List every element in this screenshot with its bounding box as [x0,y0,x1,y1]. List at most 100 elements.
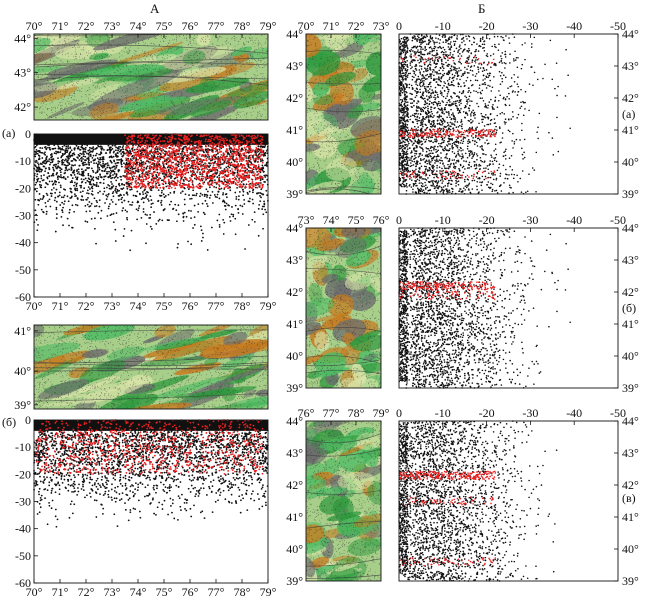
epicenter-dot [38,70,40,71]
epicenter-dot [137,396,139,398]
epicenter-dot [353,79,355,81]
epicenter-dot [117,388,119,390]
epicenter-dot [262,355,264,357]
epicenter-dot [44,374,45,376]
epicenter-dot [237,83,239,85]
epicenter-dot [187,400,188,401]
epicenter-dot [150,357,152,359]
epicenter-dot [216,369,218,371]
epicenter-dot [113,67,115,69]
epicenter-dot [252,327,254,328]
epicenter-dot [252,95,254,97]
epicenter-dot [72,99,74,101]
epicenter-dot [250,65,252,67]
epicenter-dot [168,47,170,49]
epicenter-dot [34,38,36,40]
epicenter-dot [323,107,325,109]
epicenter-dot [85,95,87,97]
epicenter-dot [247,373,249,375]
epicenter-dot [212,364,214,366]
epicenter-dot [205,79,207,81]
epicenter-dot [50,405,52,407]
epicenter-dot [378,161,379,163]
epicenter-dot [79,364,81,366]
epicenter-dot [57,57,59,59]
epicenter-dot [252,360,254,362]
epicenter-dot [337,95,339,97]
epicenter-dot [236,103,238,105]
epicenter-dot [108,351,110,353]
epicenter-dot [64,108,65,110]
epicenter-dot [194,385,196,387]
epicenter-dot [239,377,240,379]
epicenter-dot [200,351,202,352]
epicenter-dot [65,36,67,38]
epicenter-dot [35,81,37,83]
epicenter-dot [48,108,50,110]
epicenter-dot [218,343,220,345]
epicenter-dot [337,184,338,186]
epicenter-dot [197,346,199,347]
epicenter-dot [245,329,247,331]
epicenter-dot [149,373,151,375]
epicenter-dot [230,70,232,71]
epicenter-dot [261,115,263,117]
epicenter-dot [246,348,248,350]
epicenter-dot [105,99,107,101]
epicenter-dot [156,346,158,348]
epicenter-dot [174,334,176,336]
epicenter-dot [198,373,200,375]
epicenter-dot [81,386,83,388]
epicenter-dot [208,343,210,345]
epicenter-dot [230,330,231,332]
epicenter-dot [170,331,172,333]
epicenter-dot [164,326,166,328]
epicenter-dot [181,55,183,57]
epicenter-dot [352,112,353,114]
epicenter-dot [171,338,173,340]
epicenter-dot [167,340,169,342]
epicenter-dot [50,353,52,355]
epicenter-dot [158,71,160,73]
epicenter-dot [107,89,109,91]
epicenter-dot [107,367,109,369]
epicenter-dot [207,382,209,384]
epicenter-dot [79,90,81,92]
epicenter-dot [44,118,46,120]
epicenter-dot [146,67,148,69]
epicenter-dot [92,354,94,356]
epicenter-dot [95,345,97,347]
epicenter-dot [76,326,77,328]
epicenter-dot [203,85,205,87]
epicenter-dot [112,107,114,109]
epicenter-dot [55,88,57,90]
epicenter-dot [247,384,249,386]
epicenter-dot [108,405,110,407]
epicenter-dot [179,362,181,364]
epicenter-dot [166,81,168,83]
epicenter-dot [88,335,90,336]
epicenter-dot [110,110,112,111]
epicenter-dot [230,395,232,397]
epicenter-dot [107,334,109,336]
epicenter-dot [244,356,246,358]
epicenter-dot [176,370,178,372]
epicenter-dot [148,110,149,111]
epicenter-dot [34,385,36,387]
epicenter-dot [69,362,71,364]
epicenter-dot [133,94,135,96]
epicenter-dot [205,367,207,369]
epicenter-dot [125,111,127,113]
epicenter-dot [239,368,241,369]
epicenter-dot [256,359,258,361]
epicenter-dot [41,335,43,337]
epicenter-dot [76,341,78,343]
epicenter-dot [56,45,58,46]
epicenter-dot [238,40,240,42]
epicenter-dot [252,106,253,108]
epicenter-dot [262,344,264,346]
epicenter-dot [156,103,158,104]
epicenter-dot [170,109,172,111]
epicenter-dot [232,389,234,391]
epicenter-dot [115,36,117,38]
